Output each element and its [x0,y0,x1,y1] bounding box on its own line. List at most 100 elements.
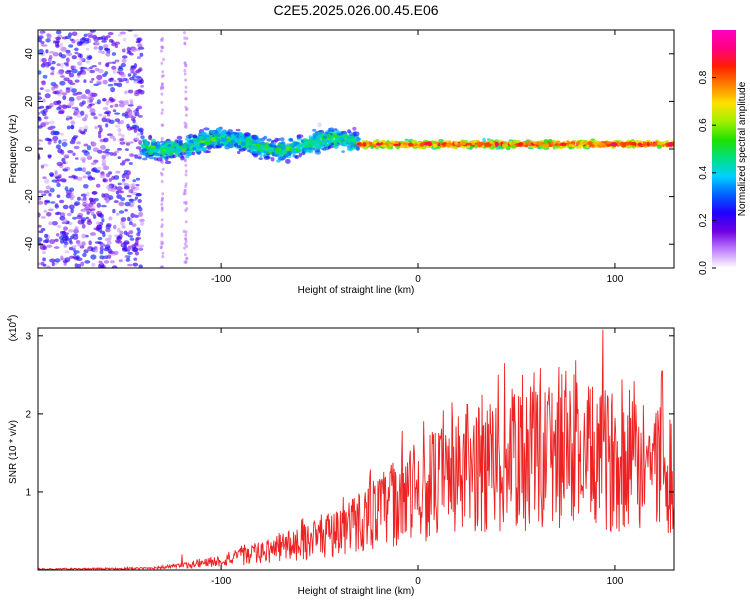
spectrogram-cell [89,66,93,70]
spectrogram-cell [102,73,107,77]
spectrogram-cell [251,141,258,145]
spectrogram-cell [63,226,68,231]
spectrogram-cell [121,173,126,179]
spectrogram-cell [192,146,197,151]
spectrogram-cell [102,165,110,171]
spectrogram-cell [108,178,112,182]
spectrogram-cell [93,36,100,43]
spectrogram-cell [137,204,141,209]
spectrogram-cell [139,218,145,222]
spectrogram-cell [161,196,164,200]
spectrogram-cell [56,224,62,229]
spectrogram-cell [388,143,394,147]
spectrogram-cell [471,141,476,146]
x-tick-label: -100 [211,576,231,587]
spectrogram-cell [125,258,131,262]
spectrogram-cell [103,111,110,115]
spectrogram-cell [95,221,101,225]
spectrogram-cell [121,55,128,59]
spectrogram-cell [331,133,338,138]
spectrogram-cell [287,150,292,156]
spectrogram-cell [52,135,59,141]
spectrogram-cell [372,141,377,145]
spectrogram-cell [41,57,47,63]
spectrogram-cell [88,96,95,101]
spectrogram-cell [110,87,116,93]
spectrogram-cell [71,106,77,110]
spectrogram-cell [342,133,348,139]
spectrogram-cell [391,140,395,144]
spectrogram-cell [543,143,549,148]
spectrogram-cell [98,45,104,51]
spectrogram-cell [160,202,164,206]
spectrogram-cell [106,185,112,190]
spectrogram-cell [97,124,102,128]
spectrogram-cell [117,127,122,133]
spectrogram-cell [215,145,222,149]
spectrogram-cell [159,141,165,144]
spectrogram-cell [585,144,589,148]
spectrogram-cell [337,132,344,136]
spectrogram-cell [131,47,137,53]
spectrogram-cell [140,135,145,140]
spectrogram-cell [136,133,142,136]
spectrogram-cell [147,151,153,155]
spectrogram-cell [77,53,82,58]
spectrogram-cell [454,140,458,145]
spectrogram-cell [38,92,41,96]
spectrogram-cell [40,30,44,36]
spectrogram-cell [129,77,135,81]
spectrogram-cell [74,226,79,232]
spectrogram-cell [312,132,319,138]
spectrogram-cell [133,122,138,126]
spectrogram-cell [74,47,79,52]
spectrogram-cell [502,143,509,148]
spectrogram-cell [160,49,163,53]
spectrogram-cell [86,105,92,109]
snr-y-label: SNR (10 * v/v) [8,420,19,484]
spectrogram-cell [76,91,83,95]
spectrogram-cell [80,193,87,197]
spectrogram-cell [184,173,188,177]
spectrogram-cell [112,104,119,107]
spectrogram-cell [86,56,92,60]
spectrogram-cell [104,152,110,157]
spectrogram-cell [49,172,54,177]
spectrogram-cell [98,61,102,65]
spectrogram-cell [76,72,81,76]
spectrogram-cell [117,147,122,151]
spectrogram-cell [656,141,662,146]
spectrogram-cell [55,144,62,149]
spectrogram-cell [67,229,75,233]
spectrogram-cell [263,155,270,160]
spectrogram-cell [474,144,478,149]
spectrogram-cell [70,197,74,200]
spectrogram-cell [110,98,116,102]
spectrogram-cell [105,100,109,106]
spectrogram-cell [105,51,111,57]
spectrogram-cell [184,152,189,155]
y-tick-label: 3 [25,331,31,342]
spectrogram-cell [510,144,517,149]
colorbar-tick-label: 0.4 [698,165,709,179]
spectrogram-cell [71,88,77,93]
spectrogram-cell [174,152,179,157]
spectrogram-cell [183,31,186,35]
colorbar: 0.0 0.2 0.4 0.6 0.8 Normalized spectral ampl… [698,30,748,275]
spectrogram-cell [129,198,134,203]
spectrogram-cell [598,142,605,147]
spectrogram-cell [285,158,291,164]
spectrogram-cell [68,32,73,37]
spectrogram-cell [108,234,112,240]
spectrogram-cell [100,144,106,150]
spectrogram-cell [101,193,105,198]
spectrogram-cell [630,141,637,146]
spectrogram-cell [77,263,81,268]
spectrogram-cell [51,262,55,267]
spectrogram-cell [183,42,187,46]
spectrogram-cell [71,245,77,249]
spectrogram-cell [76,257,83,262]
spectrogram-cell [209,130,216,134]
spectrogram-cell [494,141,499,147]
spectrogram-cell [38,49,44,54]
